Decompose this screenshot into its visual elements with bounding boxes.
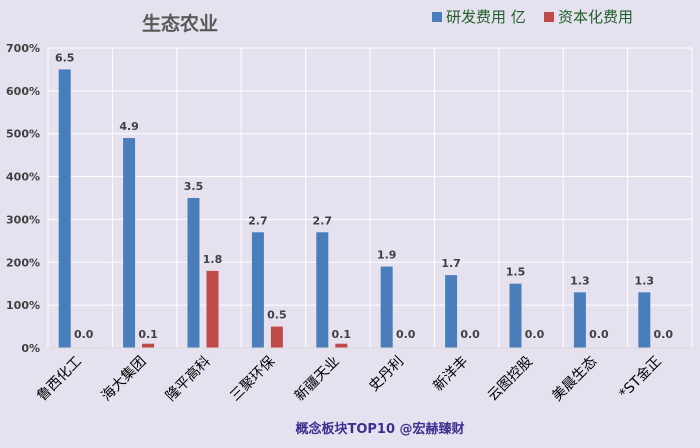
- bar-layer: [58, 69, 651, 348]
- chart-title: 生态农业: [142, 12, 218, 35]
- data-label: 2.7: [313, 214, 333, 227]
- y-tick-label: 0%: [21, 342, 40, 355]
- footer-caption: 概念板块TOP10 @宏赫臻财: [295, 421, 464, 437]
- data-label: 1.7: [441, 257, 461, 270]
- bar: [509, 283, 522, 348]
- bar: [142, 343, 155, 348]
- data-label: 0.1: [138, 328, 158, 341]
- data-label: 0.5: [267, 309, 287, 322]
- data-label: 1.9: [377, 249, 397, 262]
- grid-layer: [47, 47, 693, 349]
- legend-label: 研发费用 亿: [446, 8, 526, 26]
- data-label: 1.5: [506, 266, 526, 279]
- y-tick-label: 400%: [6, 171, 40, 184]
- data-label: 0.1: [332, 328, 352, 341]
- legend-label: 资本化费用: [558, 8, 633, 26]
- data-label: 1.3: [635, 274, 655, 287]
- bar: [638, 292, 651, 348]
- y-tick-label: 100%: [6, 299, 40, 312]
- bar: [187, 198, 200, 348]
- data-label: 1.3: [570, 274, 590, 287]
- data-label: 6.5: [55, 51, 75, 64]
- data-label: 0.0: [460, 328, 480, 341]
- y-tick-label: 300%: [6, 213, 40, 226]
- bar: [251, 232, 264, 348]
- bar: [270, 326, 283, 348]
- y-tick-label: 200%: [6, 256, 40, 269]
- legend: 研发费用 亿 资本化费用: [432, 8, 633, 26]
- bar: [335, 343, 348, 348]
- data-label: 1.8: [203, 253, 223, 266]
- data-label: 3.5: [184, 180, 204, 193]
- data-label: 4.9: [119, 120, 139, 133]
- data-label: 2.7: [248, 214, 268, 227]
- data-label: 0.0: [654, 328, 674, 341]
- legend-swatch: [544, 12, 554, 22]
- bar: [58, 69, 71, 348]
- bar: [380, 266, 393, 348]
- data-label: 0.0: [589, 328, 609, 341]
- bar: [445, 275, 458, 348]
- data-label: 0.0: [396, 328, 416, 341]
- y-tick-label: 500%: [6, 128, 40, 141]
- data-label-layer: 6.5 4.9 3.5 2.7 2.7 1.9 1.7 1.5 1.3 1.3 0.0 0.1 1.8 0…: [55, 51, 673, 341]
- legend-swatch: [432, 12, 442, 22]
- bar: [123, 138, 136, 348]
- bar: [206, 270, 219, 348]
- bar: [573, 292, 586, 348]
- bar: [316, 232, 329, 348]
- data-label: 0.0: [525, 328, 545, 341]
- y-tick-label: 700%: [6, 42, 40, 55]
- y-tick-label: 600%: [6, 85, 40, 98]
- data-label: 0.0: [74, 328, 94, 341]
